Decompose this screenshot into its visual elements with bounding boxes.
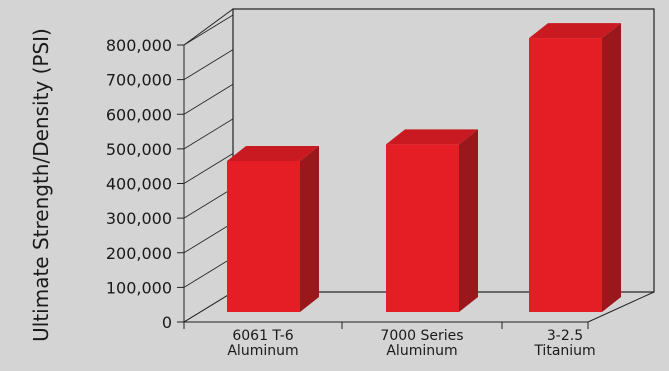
bar	[529, 23, 621, 312]
side-wall-gridline	[183, 257, 234, 288]
y-tick-label: 100,000	[106, 278, 172, 297]
side-wall-gridline	[183, 83, 234, 115]
x-tick-label-line: Titanium	[533, 343, 595, 359]
y-tick-label: 600,000	[106, 105, 172, 124]
y-tick-label: 300,000	[106, 209, 172, 228]
y-tick-labels: 0 100,000 200,000 300,000 400,000 500,000 600,…	[106, 36, 172, 332]
bar	[227, 145, 319, 312]
bar	[386, 129, 478, 312]
x-tick-label-line: 7000 Series	[380, 328, 463, 344]
side-wall-gridline	[183, 49, 234, 80]
x-tick-label-line: Aluminum	[386, 343, 457, 359]
floor-right-edge	[587, 291, 655, 323]
y-axis-label: Ultimate Strength/Density (PSI)	[29, 28, 53, 342]
side-wall-gridline	[183, 14, 234, 46]
x-tick-label: 6061 T-6 Aluminum	[227, 328, 298, 359]
bar-side-face	[602, 23, 621, 312]
bar-front-face	[386, 144, 459, 312]
side-wall-gridline	[183, 222, 234, 254]
bars	[227, 23, 621, 312]
y-tick-label: 700,000	[106, 71, 172, 90]
bar-side-face	[459, 129, 478, 312]
y-tick-label: 0	[162, 313, 172, 332]
side-wall-gridline	[183, 153, 234, 184]
side-wall-gridline	[183, 291, 234, 323]
left-wall-top-edge	[183, 8, 234, 46]
x-tick-label: 3-2.5 Titanium	[533, 328, 595, 359]
x-tick-label-line: 3-2.5	[547, 328, 583, 344]
y-tick-label: 500,000	[106, 140, 172, 159]
bar-front-face	[227, 160, 300, 312]
x-tick-label-line: Aluminum	[227, 343, 298, 359]
bar-top-face	[227, 145, 319, 161]
y-tick-label: 400,000	[106, 175, 172, 194]
side-wall-gridline	[183, 187, 234, 219]
bar-top-face	[386, 129, 478, 145]
bar-front-face	[529, 38, 602, 312]
bar-top-face	[529, 23, 621, 39]
x-tick-label-line: 6061 T-6	[232, 328, 293, 344]
x-tick-label: 7000 Series Aluminum	[380, 328, 463, 359]
y-tick-label: 200,000	[106, 244, 172, 263]
y-tick-label: 800,000	[106, 36, 172, 55]
side-wall-gridline	[183, 118, 234, 150]
bar-side-face	[300, 145, 319, 312]
